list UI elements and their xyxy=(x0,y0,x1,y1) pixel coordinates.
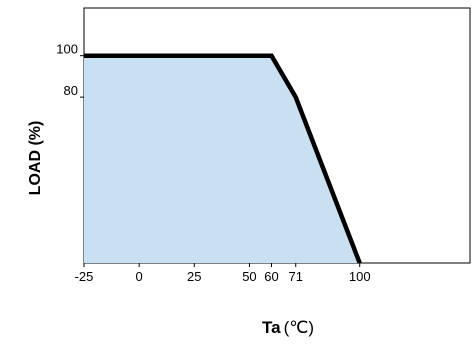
load-area-fill xyxy=(84,55,360,264)
x-axis-label-name: Ta xyxy=(262,318,281,337)
x-axis-label: Ta (℃) xyxy=(262,318,314,337)
x-axis-ticks: -25 0 25 50 60 71 100 xyxy=(75,263,371,284)
x-tick-label: 60 xyxy=(264,269,278,284)
x-tick-label: 100 xyxy=(349,269,371,284)
x-tick-label: 0 xyxy=(136,269,143,284)
y-axis-label: LOAD (%) xyxy=(27,121,44,196)
load-curve-line xyxy=(84,53,362,264)
y-axis-ticks: 100 80 xyxy=(56,42,84,98)
x-tick-label: 71 xyxy=(289,269,303,284)
x-tick-label: 50 xyxy=(242,269,256,284)
y-tick-label: 80 xyxy=(64,83,78,98)
y-tick-label: 100 xyxy=(56,42,78,57)
x-tick-label: -25 xyxy=(75,269,94,284)
x-axis-label-unit: (℃) xyxy=(284,318,314,337)
x-tick-label: 25 xyxy=(187,269,201,284)
